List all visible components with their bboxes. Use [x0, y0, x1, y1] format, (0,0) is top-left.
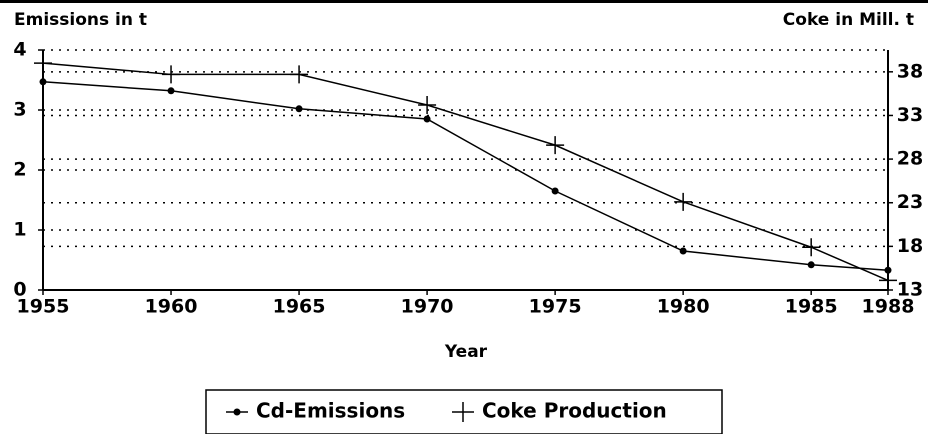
- marker: [39, 78, 47, 86]
- marker: [290, 65, 309, 84]
- x-tick-label: 1975: [529, 296, 582, 318]
- x-tick-label: 1988: [862, 296, 915, 318]
- y2-tick-label: 13: [897, 279, 923, 301]
- x-tick-label: 1985: [785, 296, 838, 318]
- marker: [546, 136, 565, 155]
- y2-axis-label: Coke in Mill. t: [783, 10, 914, 30]
- marker: [423, 115, 431, 123]
- x-axis-label: Year: [444, 342, 488, 362]
- marker: [418, 95, 437, 114]
- x-tick-label: 1965: [273, 296, 326, 318]
- marker: [879, 271, 897, 290]
- legend-label: Coke Production: [482, 399, 667, 423]
- y2-tick-label: 23: [897, 191, 923, 213]
- x-tick-label: 1980: [657, 296, 710, 318]
- y2-tick-label: 38: [897, 60, 923, 82]
- legend-marker: [233, 408, 241, 416]
- marker: [551, 187, 559, 195]
- marker: [679, 247, 687, 255]
- y2-tick-label: 18: [897, 235, 923, 257]
- marker: [884, 266, 892, 274]
- top-border: [0, 0, 928, 3]
- x-tick-label: 1970: [401, 296, 454, 318]
- marker: [674, 192, 693, 211]
- x-tick-label: 1960: [145, 296, 198, 318]
- y-tick-label: 3: [13, 99, 26, 121]
- legend-box: [205, 389, 723, 434]
- marker: [802, 238, 821, 257]
- series-line: [42, 62, 889, 282]
- series-line: [42, 81, 889, 271]
- y-tick-label: 1: [13, 219, 26, 241]
- y2-tick-label: 28: [897, 148, 923, 170]
- y-tick-label: 2: [13, 159, 26, 181]
- marker: [167, 87, 175, 95]
- y2-tick-label: 33: [897, 104, 923, 126]
- legend-label: Cd-Emissions: [256, 399, 405, 423]
- y-tick-label: 0: [13, 279, 26, 301]
- marker: [162, 65, 181, 84]
- y-tick-label: 4: [13, 39, 26, 61]
- y-axis-label: Emissions in t: [14, 10, 147, 30]
- x-tick-label: 1955: [17, 296, 70, 318]
- marker: [34, 54, 52, 73]
- marker: [295, 105, 303, 113]
- marker: [807, 261, 815, 269]
